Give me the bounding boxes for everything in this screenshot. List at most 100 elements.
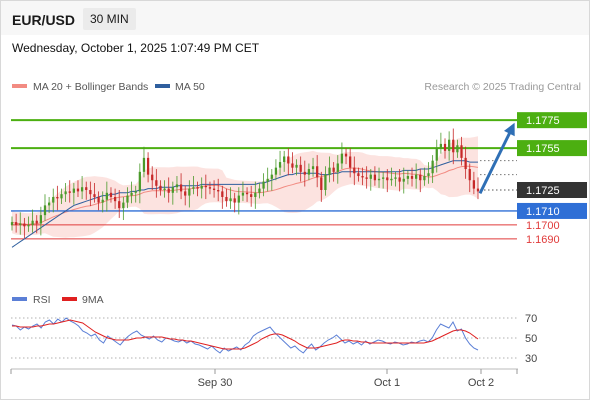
forecast-arrow-head (504, 122, 515, 137)
candle-body (316, 166, 319, 178)
candle-body (225, 196, 228, 202)
x-tick-label: Oct 1 (374, 377, 400, 389)
x-axis-labels: Sep 30 Oct 1 Oct 2 (10, 369, 518, 389)
candle-body (163, 188, 166, 190)
candle-body (130, 192, 133, 196)
candle-body (394, 177, 397, 179)
candle-body (410, 176, 414, 179)
candle-body (167, 188, 170, 193)
ma20-line (11, 165, 479, 225)
rsi-tick-label: 30 (525, 353, 537, 365)
last-price-tag (517, 182, 587, 198)
candle-body (435, 148, 438, 161)
legend-label-rsi: RSI (33, 294, 51, 306)
candle-body (138, 171, 141, 192)
candle-body (113, 196, 117, 202)
last-price-label: 1.1725 (526, 185, 560, 197)
candle-body (188, 188, 191, 196)
candle-body (10, 222, 14, 225)
candle-body (431, 160, 434, 174)
candle-body (64, 191, 67, 195)
candle-body (287, 156, 290, 164)
candle-body (419, 174, 422, 181)
candle-body (250, 194, 253, 197)
candle-body (101, 199, 104, 203)
candle-body (382, 177, 385, 179)
watermark: Research © 2025 Trading Central (424, 81, 581, 93)
legend-label-ma20: MA 20 + Bollinger Bands (33, 81, 148, 93)
legend-swatch-ma50 (155, 84, 170, 88)
candle-body (447, 139, 451, 151)
candle-body (233, 198, 236, 203)
candle-body (105, 192, 108, 200)
candle-body (295, 164, 298, 168)
legend-swatch-rsi (12, 297, 27, 301)
candle-body (80, 187, 84, 192)
support-label: 1.1700 (526, 220, 560, 232)
candle-body (76, 188, 80, 192)
candle-body (386, 177, 389, 181)
candle-body (377, 178, 381, 181)
candle-body (468, 169, 471, 181)
candle-body (274, 167, 278, 175)
forecast-arrow (478, 122, 515, 195)
candle-body (439, 143, 443, 149)
candle-body (278, 162, 282, 168)
candle-body (171, 187, 174, 193)
candle-body (200, 185, 203, 189)
candle-body (39, 215, 43, 224)
candle-body (237, 195, 240, 203)
candle-body (155, 180, 158, 186)
candle-body (254, 192, 257, 197)
candle-body (151, 174, 154, 181)
ma50-path (11, 160, 478, 248)
candle-body (324, 174, 327, 190)
candle-body (60, 194, 63, 199)
candle-body (109, 192, 113, 197)
rsi-9ma-line (12, 319, 479, 350)
candle-body (19, 223, 22, 225)
x-tick-label: Oct 2 (468, 377, 494, 389)
price-levels (11, 119, 517, 240)
rsi-panel: 70 50 30 (11, 313, 537, 365)
candle-body (443, 143, 447, 151)
candle-body (196, 187, 199, 189)
forecast-arrow-shaft (478, 127, 514, 195)
candle-body (307, 169, 311, 175)
candle-body (212, 188, 216, 190)
timeframe-button[interactable]: 30 MIN (83, 8, 136, 30)
candle-body (97, 196, 100, 203)
candle-body (146, 157, 150, 175)
candle-body (184, 191, 187, 196)
candle-body (262, 181, 265, 189)
legend-label-ma50: MA 50 (175, 81, 205, 93)
instrument-symbol[interactable]: EUR/USD (12, 12, 76, 28)
candle-body (89, 190, 92, 195)
candle-body (357, 173, 360, 177)
resistance-tag (517, 140, 587, 157)
candle-body (56, 196, 59, 199)
candle-body (241, 192, 245, 196)
candle-body (427, 173, 430, 177)
legend: MA 20 + Bollinger Bands MA 50 Research ©… (12, 81, 581, 93)
rsi-tick-label: 50 (525, 333, 537, 345)
candle-body (464, 157, 467, 170)
candle-body (336, 163, 339, 172)
candle-body (122, 202, 125, 209)
candle-body (85, 187, 88, 190)
candle-body (52, 196, 55, 203)
resistance-label: 1.1775 (526, 115, 560, 127)
candle-body (373, 174, 377, 181)
candles (10, 128, 480, 239)
x-tick-label: Sep 30 (198, 377, 233, 389)
candle-body (365, 177, 368, 179)
level-labels: 1.1775 1.1755 1.1725 1.1710 1.1700 1.1690 (517, 112, 587, 246)
bollinger-bands (11, 136, 479, 238)
rsi-line (11, 317, 479, 354)
candle-body (221, 191, 224, 197)
candle-body (14, 222, 18, 225)
candle-body (258, 188, 261, 193)
candle-body (266, 178, 269, 182)
candle-body (23, 223, 26, 227)
